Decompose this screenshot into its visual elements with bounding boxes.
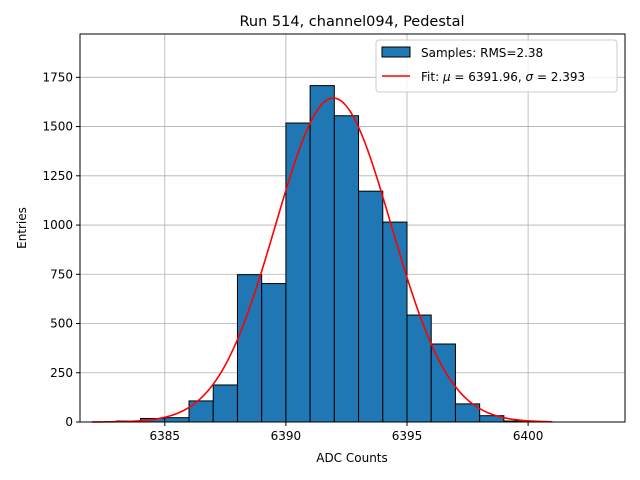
histogram-bar-9 [333, 115, 360, 423]
legend-label-samples: Samples: RMS=2.38 [421, 46, 543, 60]
y-tick-label-0: 0 [65, 415, 73, 429]
x-axis-label: ADC Counts [316, 451, 388, 465]
legend-fit-post: = 2.393 [533, 70, 585, 84]
y-tick-label-1: 250 [50, 366, 73, 380]
histogram-bar-8 [309, 85, 335, 423]
histogram-bar-2 [164, 417, 190, 423]
legend-fit-sigma-symbol: σ [526, 70, 534, 84]
legend-fit-mid: = 6391.96, [451, 70, 526, 84]
x-tick-label-1: 6390 [271, 429, 302, 443]
legend-box [375, 39, 618, 93]
y-tick-label-4: 1000 [42, 218, 73, 232]
y-tick-label-6: 1500 [42, 120, 73, 134]
x-tick-label-0: 6385 [150, 429, 181, 443]
histogram-bar-12 [406, 314, 432, 423]
y-tick-label-3: 750 [50, 267, 73, 281]
legend-fit-prefix: Fit: [421, 70, 443, 84]
histogram-bar-7 [285, 122, 311, 423]
plot-frame [79, 33, 626, 423]
histogram-bar-13 [430, 343, 456, 423]
y-axis-label: Entries [15, 207, 29, 249]
chart-title: Run 514, channel094, Pedestal [239, 14, 464, 30]
legend-fit-mu-symbol: μ [442, 70, 451, 84]
y-tick-label-5: 1250 [42, 169, 73, 183]
x-axis-ticks: 6385 6390 6395 6400 [150, 422, 544, 443]
histogram-bar-4 [212, 384, 238, 423]
x-tick-label-2: 6395 [392, 429, 423, 443]
fit-curve [92, 97, 553, 423]
legend-label-fit: Fit: μ = 6391.96, σ = 2.393 [421, 70, 585, 84]
legend-swatch-samples [381, 46, 411, 58]
legend: Samples: RMS=2.38 Fit: μ = 6391.96, σ = … [375, 39, 618, 93]
x-tick-label-3: 6400 [513, 429, 544, 443]
y-tick-label-7: 1750 [42, 70, 73, 84]
y-tick-label-2: 500 [50, 317, 73, 331]
histogram-bar-5 [236, 274, 263, 423]
histogram-bar-11 [382, 221, 408, 423]
histogram-bar-10 [358, 190, 384, 423]
y-axis-ticks: 0 250 500 750 1000 1250 1500 1750 [42, 70, 80, 429]
histogram-bar-6 [261, 283, 287, 423]
